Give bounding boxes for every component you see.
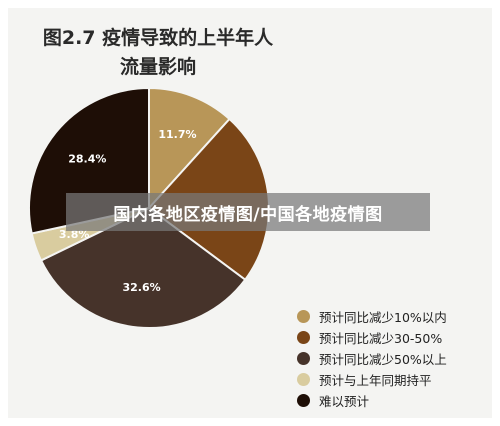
chart-title-line1: 图2.7 疫情导致的上半年人 bbox=[42, 27, 274, 49]
legend-label-3: 预计与上年同期持平 bbox=[319, 373, 432, 388]
legend-swatch-2 bbox=[297, 352, 310, 365]
slice-value-label-3: 3.8% bbox=[59, 228, 90, 241]
pie-chart: 11.7% 32.6% 3.8% 28.4% bbox=[28, 86, 270, 329]
slice-value-label-4: 28.4% bbox=[68, 152, 106, 165]
pie-slice-0 bbox=[148, 86, 231, 211]
legend-item-3: 预计与上年同期持平 bbox=[297, 369, 447, 390]
slice-value-label-2: 32.6% bbox=[122, 281, 160, 294]
legend-label-1: 预计同比减少30-50% bbox=[319, 331, 443, 346]
legend-item-0: 预计同比减少10%以内 bbox=[297, 306, 447, 327]
legend-label-0: 预计同比减少10%以内 bbox=[319, 310, 447, 325]
legend-swatch-0 bbox=[297, 310, 310, 323]
legend-item-2: 预计同比减少50%以上 bbox=[297, 348, 447, 369]
legend-swatch-3 bbox=[297, 373, 310, 386]
slice-value-label-0: 11.7% bbox=[158, 128, 196, 141]
legend-label-2: 预计同比减少50%以上 bbox=[319, 352, 447, 367]
watermark-banner: 国内各地区疫情图/中国各地疫情图 bbox=[66, 193, 430, 231]
legend-item-1: 预计同比减少30-50% bbox=[297, 327, 447, 348]
chart-title-line2: 流量影响 bbox=[119, 56, 196, 78]
legend-swatch-4 bbox=[297, 394, 310, 407]
chart-legend: 预计同比减少10%以内 预计同比减少30-50% 预计同比减少50%以上 预计与上年同… bbox=[297, 306, 447, 411]
legend-item-4: 难以预计 bbox=[297, 390, 447, 411]
chart-title: 图2.7 疫情导致的上半年人 流量影响 bbox=[8, 24, 308, 82]
pie-slice-2 bbox=[39, 206, 247, 329]
legend-label-4: 难以预计 bbox=[319, 394, 370, 409]
legend-swatch-1 bbox=[297, 331, 310, 344]
